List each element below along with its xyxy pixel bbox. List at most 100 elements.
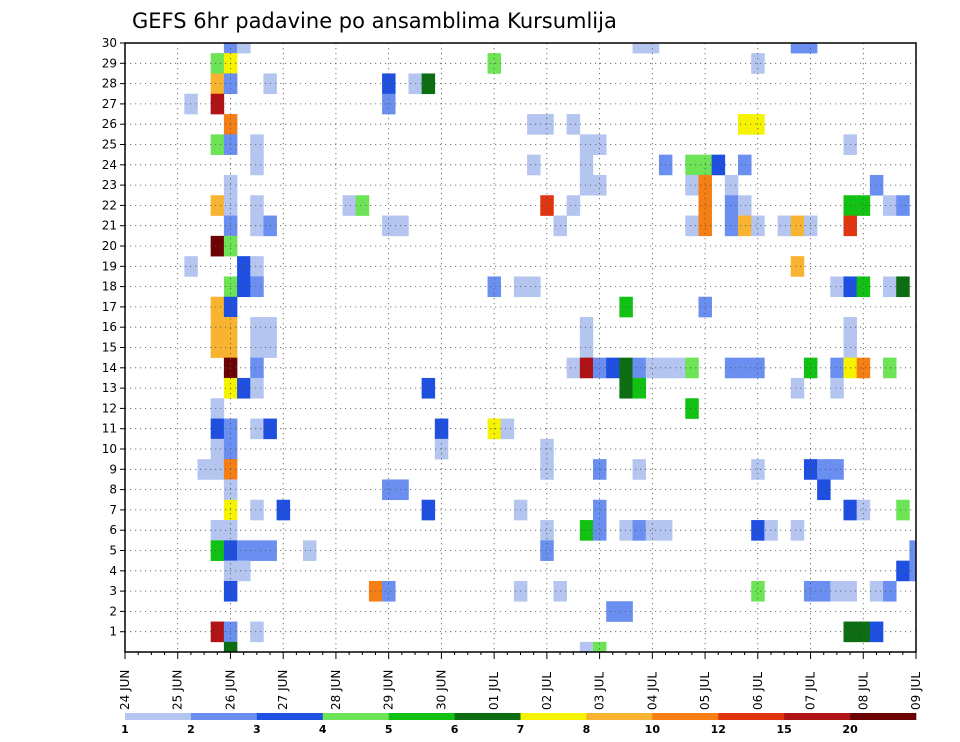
- cell-155: [751, 459, 765, 480]
- cell-216: [223, 641, 238, 653]
- y-tick-label-10: 10: [102, 442, 117, 456]
- cell-64: [395, 215, 409, 237]
- cell-6: [210, 53, 225, 74]
- legend-swatch-6: [520, 713, 587, 720]
- cell-201: [751, 580, 765, 602]
- x-tick-label-15: 09 JUL: [909, 672, 923, 710]
- cell-111: [579, 357, 594, 379]
- cell-137: [685, 398, 699, 419]
- cell-78: [237, 256, 251, 277]
- x-tick-label-5: 29 JUN: [382, 670, 396, 710]
- cell-194: [896, 560, 910, 582]
- legend-swatch-8: [652, 713, 719, 720]
- legend-swatch-5: [454, 713, 521, 720]
- cell-57: [856, 195, 871, 216]
- cell-2: [632, 43, 647, 54]
- y-tick-label-3: 3: [109, 584, 117, 598]
- cell-145: [210, 438, 225, 460]
- cell-150: [210, 459, 225, 480]
- cell-174: [540, 520, 554, 541]
- cell-33: [579, 154, 594, 176]
- cell-89: [856, 276, 871, 298]
- cell-168: [593, 499, 607, 521]
- y-tick-label-1: 1: [109, 625, 117, 639]
- cell-165: [276, 499, 291, 521]
- cell-87: [830, 276, 844, 298]
- cell-133: [632, 377, 647, 399]
- x-tick-label-6: 30 JUN: [434, 670, 448, 710]
- y-tick-label-16: 16: [102, 320, 117, 334]
- cell-59: [896, 195, 910, 216]
- legend-label-3: 4: [319, 723, 327, 736]
- cell-178: [632, 520, 647, 541]
- cell-15: [421, 73, 436, 95]
- cell-92: [210, 296, 225, 318]
- cell-152: [540, 459, 554, 480]
- cell-126: [856, 357, 871, 379]
- cell-79: [250, 256, 264, 277]
- y-tick-label-22: 22: [102, 198, 117, 212]
- cell-102: [210, 337, 225, 358]
- cell-40: [579, 174, 594, 196]
- cell-25: [210, 134, 225, 155]
- cell-83: [250, 276, 264, 298]
- legend-swatch-11: [850, 713, 917, 720]
- x-tick-label-2: 26 JUN: [223, 670, 237, 710]
- cell-100: [579, 317, 594, 338]
- legend-label-10: 15: [777, 723, 792, 736]
- cell-1: [237, 43, 251, 54]
- legend-swatch-10: [784, 713, 851, 720]
- cell-140: [250, 418, 264, 440]
- cell-218: [593, 641, 607, 653]
- cell-54: [724, 195, 739, 216]
- cell-144: [500, 418, 515, 440]
- y-tick-label-30: 30: [102, 36, 117, 50]
- y-tick-label-13: 13: [102, 381, 117, 395]
- legend-swatch-1: [190, 713, 258, 720]
- cell-187: [250, 540, 264, 561]
- y-tick-label-5: 5: [109, 544, 117, 558]
- cell-127: [883, 357, 897, 379]
- cell-86: [527, 276, 541, 298]
- y-tick-label-27: 27: [102, 97, 117, 111]
- cell-69: [738, 215, 752, 237]
- cell-118: [672, 357, 686, 379]
- cell-157: [817, 459, 831, 480]
- cell-134: [790, 377, 805, 399]
- cell-153: [593, 459, 607, 480]
- cell-37: [711, 154, 726, 176]
- legend-label-11: 20: [842, 723, 858, 736]
- cell-203: [817, 580, 831, 602]
- legend-label-6: 7: [517, 723, 525, 736]
- legend-label-0: 1: [121, 723, 129, 736]
- cell-186: [237, 540, 251, 561]
- cell-98: [250, 317, 264, 338]
- legend-swatch-2: [256, 713, 324, 720]
- cells-layer: [184, 43, 917, 653]
- cell-51: [540, 195, 554, 216]
- legend-swatch-7: [586, 713, 653, 720]
- y-tick-label-23: 23: [102, 178, 117, 192]
- legend-label-8: 10: [645, 723, 661, 736]
- cell-90: [883, 276, 897, 298]
- cell-161: [395, 479, 409, 501]
- cell-38: [738, 154, 752, 176]
- cell-70: [751, 215, 765, 237]
- cell-204: [830, 580, 844, 602]
- color-legend: 1 2 3 4 5 6 7 8 10 12 15 20: [121, 713, 917, 736]
- cell-131: [421, 377, 436, 399]
- x-tick-label-8: 02 JUL: [540, 672, 554, 710]
- cell-217: [579, 641, 594, 653]
- legend-swatch-9: [718, 713, 785, 720]
- cell-104: [250, 337, 264, 358]
- cell-17: [210, 93, 225, 115]
- y-tick-label-12: 12: [102, 401, 117, 415]
- cell-50: [355, 195, 370, 216]
- y-tick-label-2: 2: [109, 604, 117, 618]
- cell-35: [685, 154, 699, 176]
- cell-176: [593, 520, 607, 541]
- cell-72: [790, 215, 805, 237]
- x-tick-label-3: 27 JUN: [276, 670, 290, 710]
- cell-214: [856, 621, 871, 643]
- cell-112: [593, 357, 607, 379]
